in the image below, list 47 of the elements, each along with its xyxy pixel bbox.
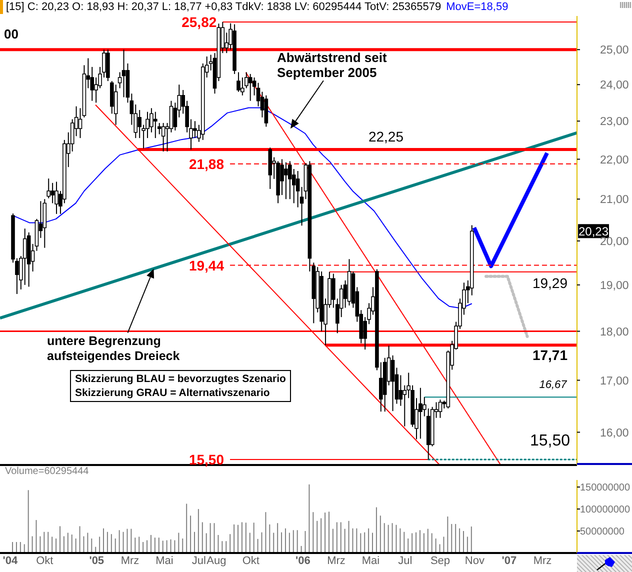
series-label: 19,29: [532, 274, 568, 291]
y-tick-label: 22,00: [600, 154, 629, 166]
note-box: Skizzierung BLAU = bevorzugtes Szenario Skizzierung GRAU = Alternativszenario: [70, 370, 291, 402]
series-label: 15,50: [530, 432, 570, 450]
series-label: 16,67: [539, 379, 568, 392]
y-tick-label: 17,00: [600, 375, 629, 388]
annotation: Skizzierung BLAU = bevorzugtes Szenario: [75, 372, 286, 386]
y-tick-label: 18,00: [600, 326, 629, 338]
x-tick-label: Mrz: [533, 554, 552, 567]
annotation: Skizzierung GRAU = Alternativszenario: [75, 386, 271, 400]
y-tick-label: 20,00: [600, 236, 629, 248]
text: MovE=18,59: [446, 1, 508, 13]
x-tick-label: Mai: [362, 554, 380, 567]
text: Volume=60295444: [5, 466, 89, 478]
x-tick-label: Jul: [192, 554, 206, 567]
y-tick-label: 19,00: [600, 280, 629, 292]
annotation: untere Begrenzung aufsteigendes Dreieck: [47, 334, 181, 363]
x-tick-label: Sep: [430, 554, 450, 567]
x-tick-label: '07: [502, 554, 517, 567]
series-label: 17,71: [532, 347, 568, 364]
x-tick-label: '06: [295, 554, 310, 567]
x-tick-label: '04: [2, 554, 18, 567]
x-tick-label: Okt: [36, 554, 54, 567]
x-tick-label: Aug: [206, 554, 226, 567]
series-label: 15,50: [188, 451, 224, 468]
y-tick-label: 50000000: [580, 526, 625, 538]
y-tick-label: 23,00: [600, 116, 629, 128]
series-label: 25,82: [182, 14, 217, 30]
x-tick-label: Mrz: [327, 554, 346, 567]
x-tick-label: Nov: [464, 554, 485, 567]
y-tick-label: 100000000: [580, 504, 630, 516]
y-tick-label: 16,00: [600, 427, 629, 440]
x-tick-label: Okt: [242, 554, 260, 567]
y-tick-label: 24,00: [600, 80, 629, 92]
y-tick-label: 21,00: [600, 194, 629, 206]
x-tick-label: '05: [89, 554, 104, 567]
series-label: 19,44: [188, 257, 224, 274]
x-tick-label: Mai: [156, 554, 174, 567]
x-tick-label: Mrz: [120, 554, 140, 567]
series-label: 21,88: [188, 156, 224, 172]
y-tick-label: 25,00: [600, 44, 629, 57]
series-label: 22,25: [368, 128, 404, 145]
y-tick-label: 150000000: [580, 482, 630, 494]
chart-title: [15] C: 20,23 O: 18,93 H: 20,37 L: 18,77 +0,83 TdkV: 1838 LV: 60295444 TotV: 25365579: [6, 1, 442, 13]
annotation: Abwärtstrend seit September 2005: [277, 50, 388, 80]
x-tick-label: Jul: [398, 554, 412, 567]
series-label: 00: [4, 26, 18, 42]
